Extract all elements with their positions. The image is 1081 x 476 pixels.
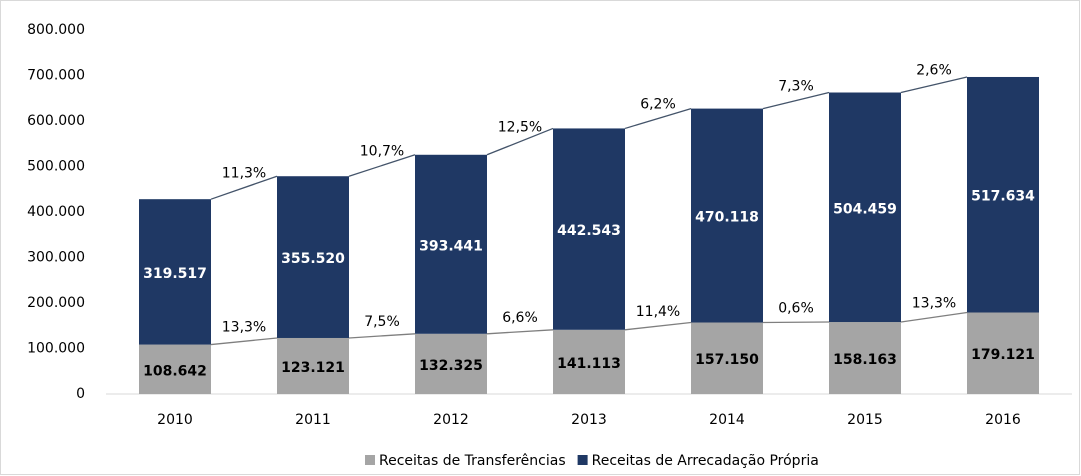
x-tick-label: 2013 [571, 412, 607, 428]
value-label: 470.118 [695, 210, 759, 226]
y-tick-label: 800.000 [27, 22, 85, 38]
x-tick-label: 2012 [433, 412, 469, 428]
legend-label: Receitas de Arrecadação Própria [592, 453, 819, 469]
growth-line [210, 175, 278, 200]
value-label: 158.163 [833, 352, 897, 368]
bar-segment [415, 154, 487, 334]
value-label: 157.150 [695, 352, 759, 368]
y-tick-label: 300.000 [27, 250, 85, 266]
growth-label: 6,6% [502, 310, 538, 326]
value-label: 355.520 [281, 251, 345, 267]
value-label: 504.459 [833, 201, 897, 217]
growth-line [900, 76, 968, 94]
y-tick-label: 500.000 [27, 159, 85, 175]
growth-label: 11,3% [222, 166, 266, 182]
x-tick-label: 2010 [157, 412, 193, 428]
bar-segment [139, 199, 211, 345]
y-tick-label: 600.000 [27, 113, 85, 129]
growth-label: 13,3% [222, 319, 266, 335]
bar-segment [415, 333, 487, 394]
bar-segment [829, 322, 901, 394]
growth-label: 2,6% [916, 63, 952, 79]
y-tick-label: 400.000 [27, 204, 85, 220]
growth-line [900, 311, 968, 323]
y-tick-label: 100.000 [27, 341, 85, 357]
value-label: 442.543 [557, 223, 621, 239]
legend-swatch [577, 455, 588, 465]
x-tick-label: 2015 [847, 412, 883, 428]
growth-label: 7,3% [778, 79, 814, 95]
growth-line [624, 321, 692, 331]
x-tick-label: 2014 [709, 412, 745, 428]
bar-segment [277, 337, 349, 394]
growth-line [762, 91, 830, 110]
growth-label: 13,3% [912, 295, 956, 311]
value-label: 132.325 [419, 358, 483, 374]
growth-line [348, 333, 416, 339]
value-label: 108.642 [143, 363, 207, 379]
value-label: 141.113 [557, 356, 621, 372]
legend-label: Receitas de Transferências [379, 453, 566, 469]
growth-label: 12,5% [498, 120, 542, 136]
x-tick-label: 2016 [985, 412, 1021, 428]
y-tick-label: 700.000 [27, 68, 85, 84]
growth-label: 7,5% [364, 314, 400, 330]
x-tick-label: 2011 [295, 412, 331, 428]
growth-label: 6,2% [640, 97, 676, 113]
y-tick-label: 200.000 [27, 295, 85, 311]
bar-segment [967, 312, 1039, 394]
bar-segment [829, 92, 901, 323]
bar-segment [691, 322, 763, 394]
growth-line [348, 154, 416, 177]
growth-line [486, 127, 554, 156]
bar-segment [553, 128, 625, 330]
bar-segment [139, 344, 211, 394]
bar-segment [967, 76, 1039, 313]
growth-line [486, 329, 554, 335]
growth-label: 11,4% [636, 304, 680, 320]
value-label: 517.634 [971, 189, 1035, 205]
growth-label: 10,7% [360, 143, 404, 159]
y-tick-label: 0 [76, 386, 85, 402]
growth-line [624, 107, 692, 130]
growth-label: 0,6% [778, 300, 814, 316]
bar-segment [691, 108, 763, 323]
growth-line [210, 337, 278, 346]
bar-segment [553, 329, 625, 394]
bar-segment [277, 176, 349, 338]
value-label: 179.121 [971, 347, 1035, 363]
value-label: 393.441 [419, 238, 483, 254]
value-label: 319.517 [143, 266, 207, 282]
value-label: 123.121 [281, 360, 345, 376]
legend-swatch [365, 455, 375, 465]
